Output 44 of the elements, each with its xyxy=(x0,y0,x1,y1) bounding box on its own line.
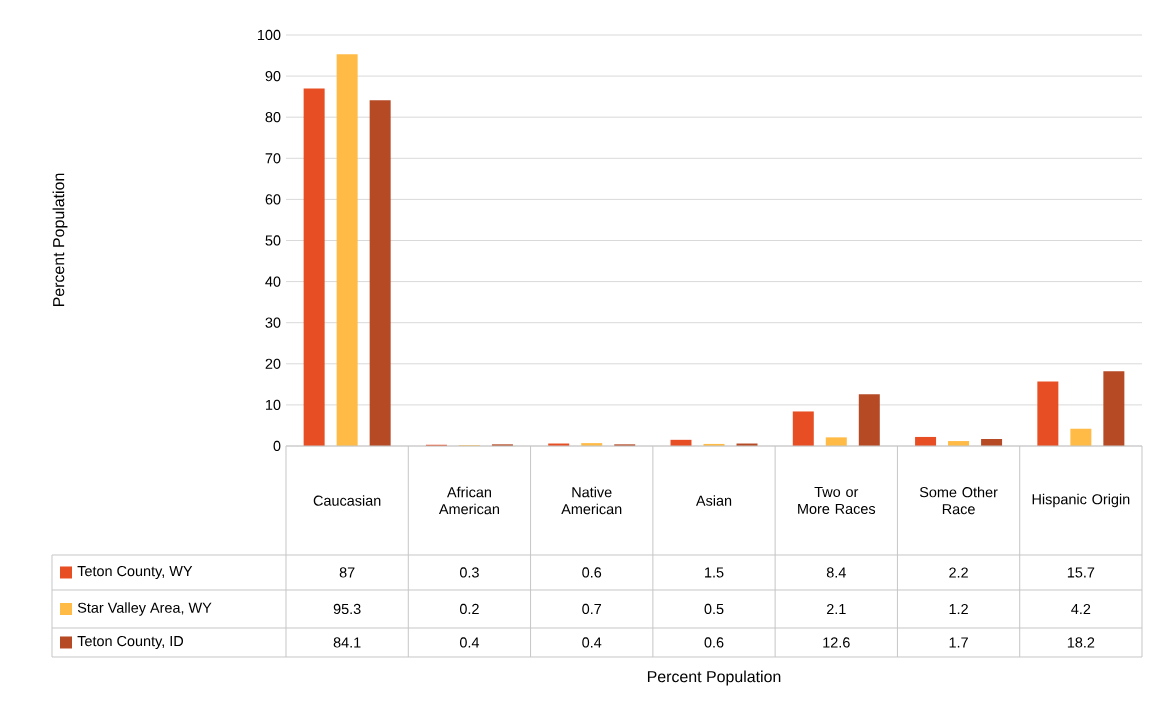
data-label: 0.6 xyxy=(582,567,602,578)
x-tick-label: Caucasian xyxy=(313,495,381,506)
legend-label: Teton County, ID xyxy=(77,635,184,650)
x-tick-label: Two or More Races xyxy=(798,486,876,514)
data-label: 0.2 xyxy=(459,603,479,615)
y-tick-label: 80 xyxy=(265,112,281,123)
y-tick-label: 20 xyxy=(265,358,281,369)
y-tick-label: 40 xyxy=(265,276,281,287)
y-tick-label: 0 xyxy=(273,440,281,452)
data-label: 2.2 xyxy=(949,567,968,578)
x-tick-label: Asian xyxy=(695,495,732,506)
y-tick-label: 10 xyxy=(266,399,281,410)
data-label: 84.1 xyxy=(333,637,361,648)
data-label: 95.3 xyxy=(333,603,361,615)
data-label: 1.5 xyxy=(705,567,724,578)
data-label: 18.2 xyxy=(1067,637,1095,648)
data-label: 8.4 xyxy=(826,567,846,578)
data-label: 0.4 xyxy=(459,637,480,648)
x-tick-label: African American xyxy=(438,486,499,515)
data-label: 0.4 xyxy=(582,637,602,648)
text: Percent Population xyxy=(647,670,781,686)
y-tick-label: 50 xyxy=(265,235,281,246)
data-label: 0.3 xyxy=(459,567,479,578)
y-tick-label: 90 xyxy=(265,70,281,82)
data-label: 4.2 xyxy=(1071,603,1091,615)
data-label: 2.1 xyxy=(826,603,846,615)
data-label: 0.7 xyxy=(582,603,602,615)
x-tick-label: Some Other Race xyxy=(919,486,998,515)
y-tick-label: 60 xyxy=(265,194,281,205)
y-tick-label: 30 xyxy=(265,317,281,328)
data-label: 1.2 xyxy=(949,603,968,615)
legend-label: Teton County, WY xyxy=(77,565,193,580)
x-tick-label: Native American xyxy=(561,486,622,515)
x-tick-label: Hispanic Origin xyxy=(1032,493,1130,508)
data-label: 0.5 xyxy=(704,603,724,615)
data-label: 87 xyxy=(339,567,355,578)
data-label: 12.6 xyxy=(823,637,850,648)
data-label: 15.7 xyxy=(1067,567,1095,578)
data-label: 0.6 xyxy=(704,637,724,648)
y-tick-label: 100 xyxy=(257,29,281,41)
legend-label: Star Valley Area, WY xyxy=(77,602,212,616)
text: Percent Population xyxy=(52,173,68,307)
data-label: 1.7 xyxy=(949,637,968,648)
y-tick-label: 70 xyxy=(265,153,281,164)
